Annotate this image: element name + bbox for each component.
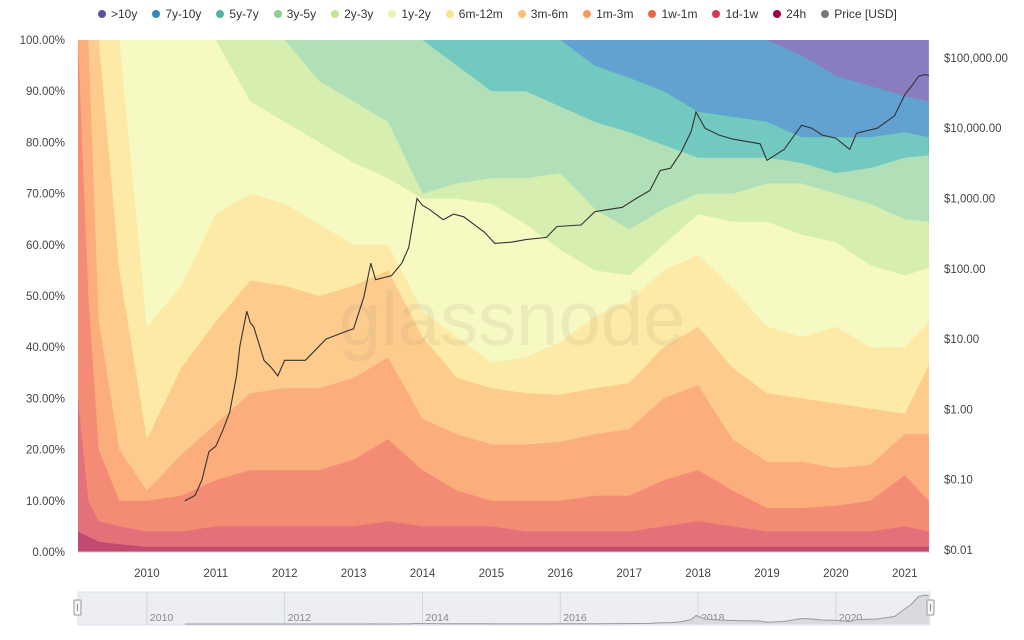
legend-dot-icon [712, 10, 721, 18]
legend-label: 7y-10y [165, 7, 202, 21]
legend-dot-icon [152, 10, 161, 18]
legend-dot-icon [388, 10, 397, 18]
navigator-label: 2012 [288, 612, 312, 624]
x-tick-label: 2015 [479, 568, 505, 580]
legend-dot-icon [273, 10, 282, 18]
legend-item-6m-12m[interactable]: 6m-12m [445, 7, 503, 21]
navigator-price-line [184, 594, 930, 625]
legend-dot-icon [216, 10, 225, 18]
x-tick-label: 2012 [272, 568, 298, 580]
y-left-tick-label: 90.00% [26, 86, 65, 98]
y-left-tick-label: 100.00% [20, 35, 65, 47]
legend-label: 2y-3y [344, 7, 374, 21]
legend-dot-icon [98, 10, 106, 18]
axes: 0.00% 10.00% 20.00% 30.00% 40.00% 50.00% 60.00… [20, 35, 1008, 580]
legend-dot-icon [821, 10, 830, 18]
legend-dot-icon [445, 10, 454, 18]
area-band-24h [78, 531, 929, 552]
legend-label: 1m-3m [596, 7, 634, 21]
legend-item-24h[interactable]: 24h [773, 7, 806, 21]
area-band-1w-1m [78, 40, 929, 552]
legend-label: 3m-6m [530, 7, 569, 21]
legend-item-price-usd-[interactable]: Price [USD] [821, 7, 897, 21]
x-tick-label: 2019 [754, 568, 780, 580]
area-layer [78, 40, 929, 552]
navigator-area [184, 595, 929, 624]
x-tick-label: 2010 [134, 568, 160, 580]
price-layer [184, 73, 930, 502]
x-tick-label: 2013 [341, 568, 367, 580]
x-tick-label: 2020 [823, 568, 849, 580]
y-right-tick-label: $10.00 [944, 334, 979, 346]
y-left-tick-label: 70.00% [26, 189, 65, 201]
y-right-tick-label: $10,000.00 [944, 123, 1002, 135]
legend-label: 3y-5y [286, 7, 317, 21]
y-left-tick-label: 0.00% [32, 547, 65, 559]
price-line [184, 73, 930, 502]
legend-dot-icon [773, 10, 782, 18]
y-left-tick-label: 30.00% [26, 393, 65, 405]
x-tick-label: 2021 [892, 568, 918, 580]
legend-item-7y-10y[interactable]: 7y-10y [152, 7, 201, 21]
legend-item-3y-5y[interactable]: 3y-5y [273, 7, 317, 21]
y-right-tick-label: $1.00 [944, 404, 973, 416]
y-right-tick-label: $0.10 [944, 475, 973, 487]
legend-dot-icon [648, 10, 657, 18]
legend-item-3m-6m[interactable]: 3m-6m [517, 7, 569, 21]
y-right-tick-label: $100,000.00 [944, 53, 1008, 65]
legend-label: Price [USD] [834, 7, 897, 21]
y-right-tick-label: $1,000.00 [944, 194, 995, 206]
legend-label: 1y-2y [401, 7, 431, 21]
y-left-tick-label: 40.00% [26, 342, 65, 354]
y-left-tick-label: 60.00% [26, 240, 65, 252]
legend-item-1d-1w[interactable]: 1d-1w [712, 7, 758, 21]
legend-item-5y-7y[interactable]: 5y-7y [216, 7, 259, 21]
legend-label: >10y [111, 7, 138, 21]
area-band-1m-3m [78, 40, 929, 552]
x-tick-label: 2016 [548, 568, 574, 580]
x-tick-label: 2017 [616, 568, 642, 580]
watermark: glassnode [339, 277, 686, 362]
x-tick-label: 2011 [203, 568, 228, 580]
navigator[interactable]: 2010 2012 2014 2016 2018 2020 [73, 591, 935, 626]
y-left-tick-label: 20.00% [26, 445, 65, 457]
legend-label: 5y-7y [229, 7, 259, 21]
legend-item-1w-1m[interactable]: 1w-1m [648, 7, 697, 21]
navigator-label: 2014 [426, 612, 450, 624]
legend: >10y 7y-10y 5y-7y 3y-5y 2y-3y 1y-2y 6m-12m 3m-6… [98, 7, 912, 21]
legend-item-1y-2y[interactable]: 1y-2y [388, 7, 431, 21]
legend-dot-icon [331, 10, 340, 18]
legend-label: 1w-1m [661, 7, 698, 21]
legend-label: 1d-1w [725, 7, 759, 21]
legend-dot-icon [583, 10, 592, 18]
y-left-tick-label: 80.00% [26, 137, 65, 149]
legend-label: 6m-12m [458, 7, 503, 21]
legend-dot-icon [517, 10, 526, 18]
y-right-tick-label: $100.00 [944, 264, 986, 276]
y-left-tick-label: 10.00% [26, 496, 65, 508]
x-tick-label: 2014 [410, 568, 436, 580]
legend-item-1m-3m[interactable]: 1m-3m [583, 7, 633, 21]
navigator-track[interactable] [77, 591, 931, 626]
legend-item--10y[interactable]: >10y [98, 7, 137, 21]
legend-item-2y-3y[interactable]: 2y-3y [331, 7, 373, 21]
legend-label: 24h [786, 7, 807, 21]
y-left-tick-label: 50.00% [26, 291, 65, 303]
area-band-1d-1w [78, 398, 929, 552]
navigator-label: 2016 [563, 612, 587, 624]
navigator-label: 2010 [150, 612, 174, 624]
y-right-tick-label: $0.01 [944, 545, 973, 557]
x-tick-label: 2018 [685, 568, 711, 580]
